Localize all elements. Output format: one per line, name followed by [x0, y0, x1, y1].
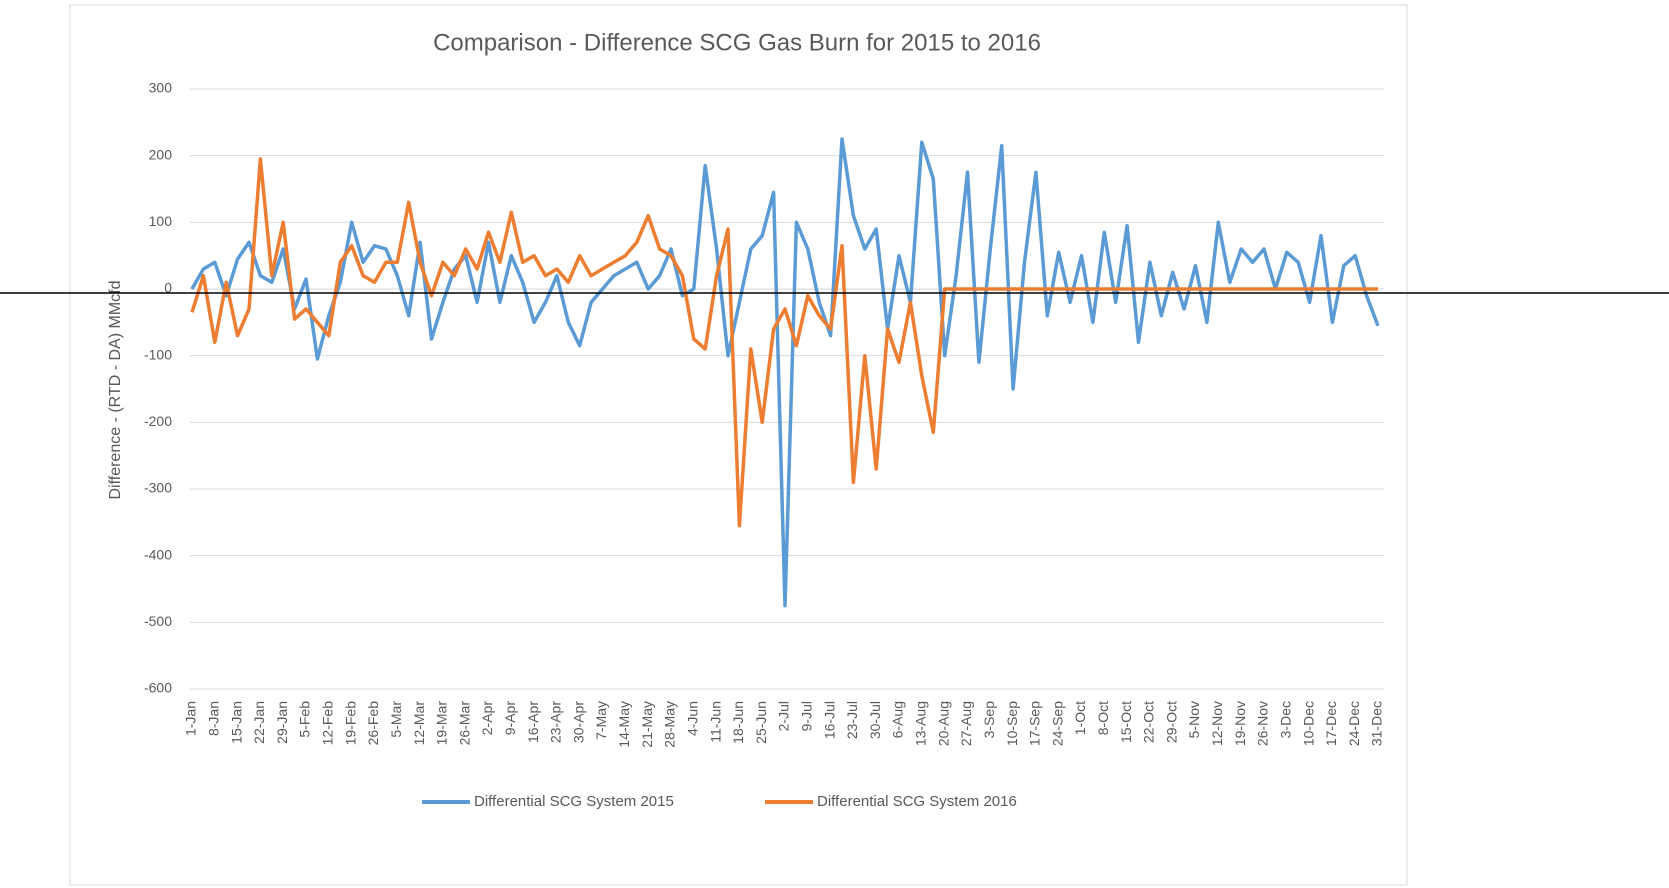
legend-label: Differential SCG System 2016: [817, 793, 1017, 810]
chart-frame: [69, 4, 1408, 886]
x-tick-label: 16-Apr: [525, 701, 541, 743]
x-tick-label: 19-Nov: [1232, 701, 1248, 746]
x-tick-label: 25-Jun: [753, 701, 769, 744]
x-tick-label: 22-Jan: [251, 701, 267, 744]
x-tick-label: 19-Feb: [342, 701, 358, 746]
y-tick-label: -500: [144, 613, 172, 629]
x-tick-label: 31-Dec: [1369, 701, 1385, 746]
x-tick-label: 29-Jan: [274, 701, 290, 744]
x-tick-label: 21-May: [639, 701, 655, 748]
x-tick-label: 8-Oct: [1095, 701, 1111, 735]
x-tick-label: 6-Aug: [890, 701, 906, 738]
x-tick-label: 23-Apr: [548, 701, 564, 743]
y-tick-label: -300: [144, 480, 172, 496]
y-tick-label: -600: [144, 680, 172, 696]
x-tick-label: 1-Oct: [1072, 701, 1088, 735]
x-tick-label: 23-Jul: [844, 701, 860, 739]
x-tick-label: 3-Dec: [1277, 701, 1293, 738]
x-tick-label: 11-Jun: [707, 701, 723, 743]
x-tick-label: 22-Oct: [1141, 701, 1157, 743]
x-tick-label: 28-May: [662, 701, 678, 748]
x-tick-label: 15-Jan: [228, 701, 244, 744]
x-tick-label: 26-Feb: [365, 701, 381, 746]
y-tick-label: -400: [144, 546, 172, 562]
x-tick-label: 30-Jul: [867, 701, 883, 739]
x-tick-label: 4-Jun: [684, 701, 700, 736]
legend-label: Differential SCG System 2015: [474, 793, 674, 810]
series-line: [190, 157, 1378, 528]
x-tick-label: 26-Nov: [1255, 701, 1271, 746]
y-tick-label: 200: [149, 146, 173, 162]
x-tick-label: 17-Sep: [1027, 701, 1043, 746]
y-tick-label: -200: [144, 413, 172, 429]
x-tick-label: 12-Nov: [1209, 701, 1225, 746]
x-tick-label: 5-Mar: [388, 701, 404, 738]
x-tick-label: 24-Dec: [1346, 701, 1362, 746]
x-tick-label: 7-May: [593, 701, 609, 740]
x-tick-label: 10-Sep: [1004, 701, 1020, 746]
chart-title: Comparison - Difference SCG Gas Burn for…: [433, 29, 1041, 56]
x-tick-label: 14-May: [616, 701, 632, 748]
x-tick-label: 5-Feb: [297, 701, 313, 738]
x-tick-label: 12-Feb: [320, 701, 336, 746]
y-axis-label: Difference - (RTD - DA) MMcfd: [107, 281, 124, 500]
x-tick-label: 15-Oct: [1118, 701, 1134, 743]
x-tick-label: 9-Jul: [799, 701, 815, 731]
y-tick-label: 0: [164, 280, 172, 296]
x-tick-label: 24-Sep: [1049, 701, 1065, 746]
x-tick-label: 18-Jun: [730, 701, 746, 744]
x-tick-label: 9-Apr: [502, 701, 518, 736]
x-tick-label: 30-Apr: [570, 701, 586, 743]
plot: -600 -500 -400 -300 -200 -100 0 100 200 300 1-Jan 8…: [144, 80, 1385, 810]
x-tick-label: 17-Dec: [1323, 701, 1339, 746]
x-tick-label: 16-Jul: [821, 701, 837, 739]
series-line: [190, 137, 1380, 608]
x-tick-label: 2-Apr: [479, 701, 495, 736]
y-tick-label: -100: [144, 346, 172, 362]
x-tick-label: 19-Mar: [434, 701, 450, 746]
x-tick-label: 27-Aug: [958, 701, 974, 746]
x-tick-label: 20-Aug: [935, 701, 951, 746]
x-tick-label: 10-Dec: [1300, 701, 1316, 746]
x-tick-label: 13-Aug: [913, 701, 929, 746]
x-tick-label: 12-Mar: [411, 701, 427, 746]
x-tick-label: 3-Sep: [981, 701, 997, 739]
y-tick-label: 300: [149, 80, 173, 96]
x-tick-label: 29-Oct: [1163, 701, 1179, 743]
x-tick-label: 26-Mar: [456, 701, 472, 746]
x-tick-label: 8-Jan: [206, 701, 222, 736]
y-tick-label: 100: [149, 213, 173, 229]
x-tick-label: 2-Jul: [776, 701, 792, 731]
x-tick-label: 5-Nov: [1186, 701, 1202, 738]
x-tick-label: 1-Jan: [183, 701, 199, 736]
